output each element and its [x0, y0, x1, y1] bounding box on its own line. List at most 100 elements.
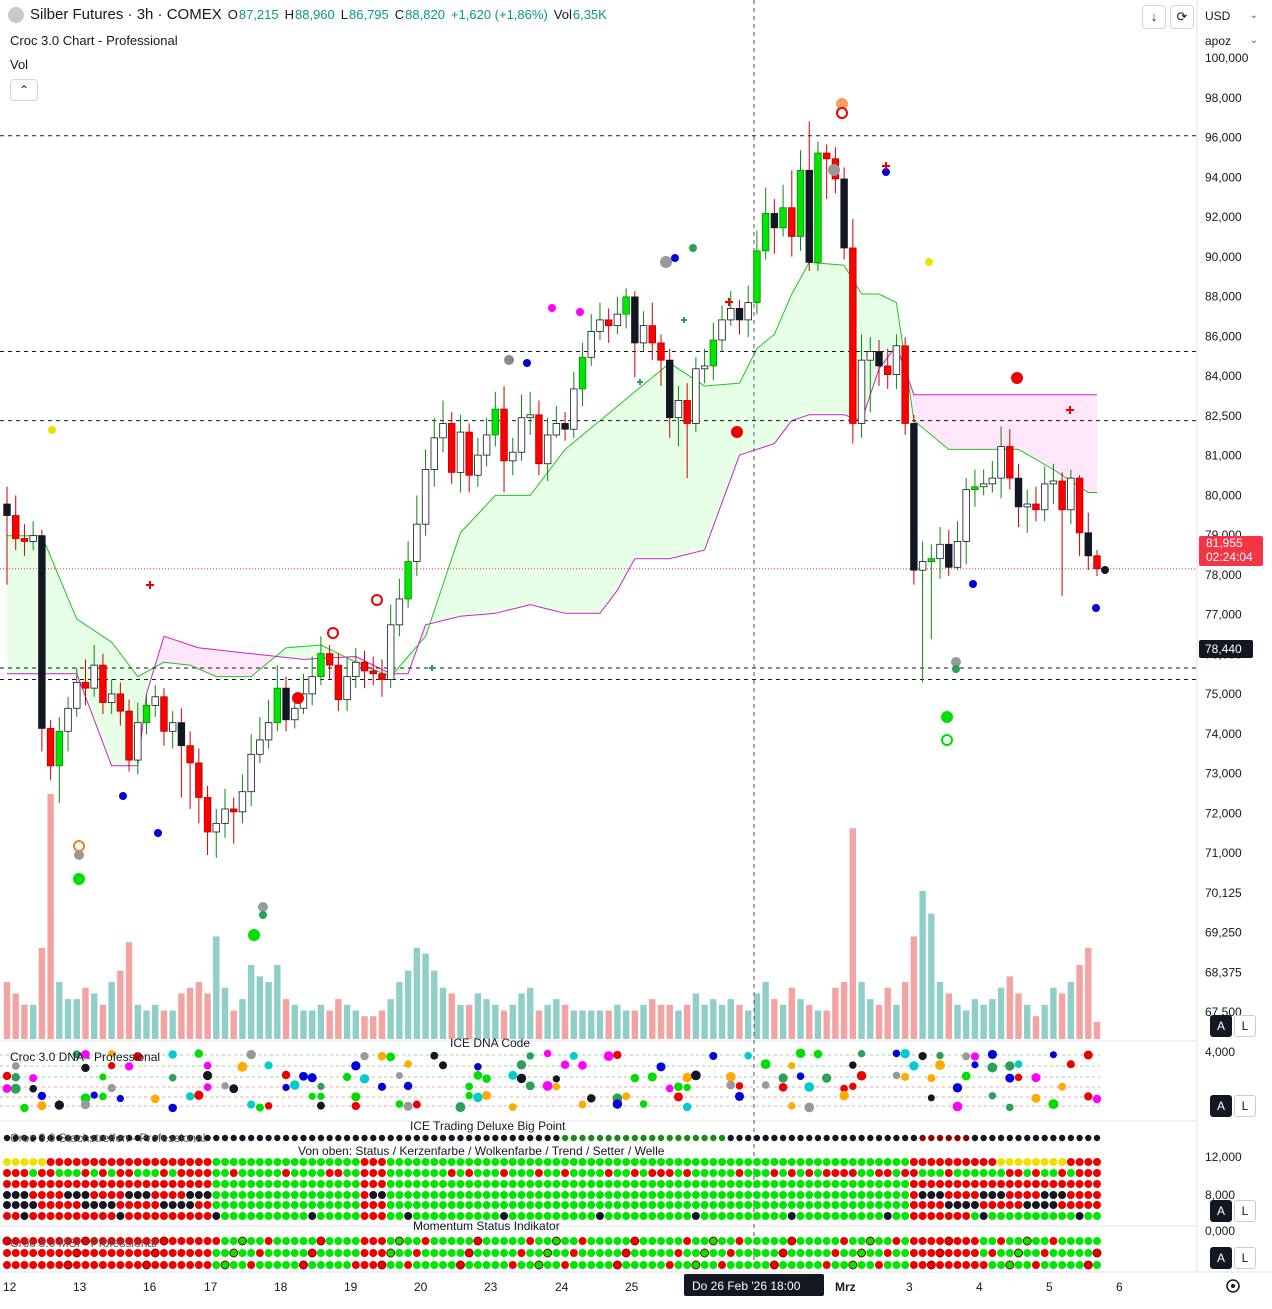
msi-dot	[90, 1237, 99, 1245]
refresh-button[interactable]: ⟳	[1170, 5, 1194, 29]
indicator-msi-title[interactable]: Croc 3.0 MSI - Professional	[10, 1236, 157, 1250]
stripe-dot	[901, 1169, 910, 1177]
msi-dot	[639, 1249, 648, 1257]
dna-dot	[307, 1073, 317, 1083]
dna-dot	[10, 1083, 21, 1094]
volume-bar	[544, 1004, 551, 1039]
stripe-dot	[491, 1158, 500, 1166]
open-label: O	[227, 7, 238, 22]
stripe-dot	[46, 1169, 55, 1177]
stripe-dot	[238, 1169, 247, 1177]
indicator-stripes-title[interactable]: Croc 3.0 Stachstreifen - Professional	[10, 1131, 206, 1145]
volume-bar	[631, 1010, 639, 1039]
stripe-dot	[386, 1191, 395, 1199]
stripes-auto-button[interactable]: A	[1210, 1200, 1232, 1222]
msi-dot	[561, 1249, 570, 1257]
stripe-dot	[133, 1158, 142, 1166]
stripe-dot	[142, 1180, 151, 1188]
stripe-dot	[526, 1191, 535, 1199]
download-button[interactable]: ↓	[1142, 5, 1166, 29]
msi-dot	[831, 1261, 840, 1269]
dna-dot	[761, 1081, 770, 1089]
candle-body	[421, 469, 430, 525]
dna-log-button[interactable]: L	[1234, 1095, 1256, 1117]
stripe-dot	[229, 1180, 238, 1188]
dna-auto-button[interactable]: A	[1210, 1095, 1232, 1117]
currency-select[interactable]: USD ⌄	[1200, 5, 1264, 27]
stripe-dot	[377, 1180, 386, 1188]
collapse-button[interactable]: ⌃	[10, 79, 38, 101]
refresh-icon: ⟳	[1176, 9, 1188, 24]
stripe-dot	[604, 1169, 613, 1177]
candle-body	[578, 356, 587, 390]
candle-body	[979, 483, 988, 488]
stripe-dot	[1058, 1191, 1067, 1199]
msi-dot	[430, 1249, 439, 1257]
stripe-dot	[883, 1212, 892, 1220]
big-point-dot	[474, 1134, 482, 1142]
dna-dot	[612, 1099, 623, 1109]
stripe-dot	[735, 1191, 744, 1199]
dna-dot	[735, 1082, 744, 1090]
stripe-dot	[404, 1180, 413, 1188]
big-point-dot	[527, 1134, 534, 1142]
stripe-dot	[325, 1169, 334, 1177]
symbol-title[interactable]: Silber Futures · 3h · COMEX	[30, 6, 222, 23]
stripe-dot	[735, 1169, 744, 1177]
stripes-log-button[interactable]: L	[1234, 1200, 1256, 1222]
msi-dot	[648, 1249, 657, 1257]
stripe-dot	[116, 1180, 125, 1188]
candle-body	[273, 687, 282, 724]
msi-log-button[interactable]: L	[1234, 1247, 1256, 1269]
msi-dot	[116, 1261, 125, 1269]
stripe-dot	[1058, 1212, 1067, 1220]
stripe-dot	[587, 1180, 596, 1188]
candle-body	[552, 423, 561, 436]
stripe-dot	[657, 1191, 665, 1199]
stripe-dot	[953, 1201, 962, 1209]
x-tick-label: 5	[1046, 1280, 1053, 1294]
stripe-dot	[726, 1169, 735, 1177]
stripe-dot	[229, 1158, 238, 1166]
stripe-dot	[168, 1201, 177, 1209]
stripe-dot	[351, 1191, 360, 1199]
msi-dot	[735, 1249, 744, 1257]
log-scale-button[interactable]: L	[1234, 1015, 1256, 1037]
stripe-dot	[491, 1212, 500, 1220]
big-point-dot	[47, 1134, 54, 1142]
indicator-vol-title[interactable]: Vol	[10, 57, 29, 72]
stripe-dot	[787, 1212, 796, 1220]
stripe-dot	[1084, 1201, 1093, 1209]
stripe-dot	[273, 1201, 282, 1209]
unit-select[interactable]: apoz ⌄	[1200, 30, 1264, 52]
symbol-logo-icon[interactable]	[8, 6, 24, 23]
stripe-dot	[1014, 1158, 1023, 1166]
indicator-dna-title[interactable]: Croc 3.0 DNA - Professional	[10, 1050, 161, 1064]
dna-dot	[229, 1084, 239, 1094]
stripe-dot	[613, 1169, 622, 1177]
msi-auto-button[interactable]: A	[1210, 1247, 1232, 1269]
stripe-dot	[177, 1201, 186, 1209]
low-value: 86,795	[349, 7, 389, 22]
dna-dot	[168, 1103, 177, 1113]
stripe-dot	[125, 1212, 134, 1220]
signal-cross	[725, 298, 733, 306]
auto-scale-button[interactable]: A	[1210, 1015, 1232, 1037]
stripe-dot	[936, 1201, 945, 1209]
stripe-dot	[282, 1169, 291, 1177]
stripe-dot	[665, 1158, 674, 1166]
volume-bar	[849, 828, 857, 1039]
volume-bar	[274, 964, 281, 1039]
volume-bar	[518, 993, 525, 1039]
big-point-dot	[457, 1134, 464, 1142]
msi-dot	[456, 1237, 465, 1245]
stripe-dot	[1058, 1169, 1067, 1177]
indicator-main-title[interactable]: Croc 3.0 Chart - Professional	[10, 33, 178, 48]
msi-dot	[953, 1261, 962, 1269]
stripe-dot	[613, 1191, 622, 1199]
dna-dot	[203, 1061, 212, 1070]
msi-dot	[543, 1237, 552, 1245]
dna-dot	[99, 1073, 107, 1081]
gear-icon[interactable]	[1226, 1279, 1240, 1293]
